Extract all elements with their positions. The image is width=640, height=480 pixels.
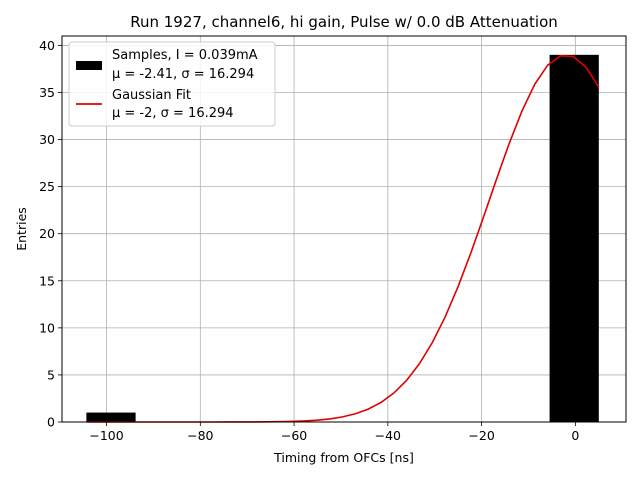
y-axis-label: Entries [14,207,29,251]
y-tick-label: 5 [47,367,55,382]
y-tick-label: 30 [39,132,55,147]
y-tick-label: 10 [39,320,55,335]
y-tick-label: 25 [39,179,55,194]
x-tick-label: 0 [571,428,579,443]
plot-frame [61,35,627,423]
histogram-bar [86,412,136,422]
x-tick-label: −20 [468,428,494,443]
y-tick-label: 0 [47,415,55,430]
legend-bars-line2: μ = -2.41, σ = 16.294 [112,67,254,82]
y-tick-label: 20 [39,226,55,241]
legend-box [68,41,276,127]
legend-bar-swatch [76,61,102,70]
bars [86,54,599,422]
legend-fit-line1: Gaussian Fit [112,88,191,103]
y-tick-label: 35 [39,85,55,100]
x-tick-label: −80 [187,428,213,443]
legend-fit-line2: μ = -2, σ = 16.294 [112,106,234,121]
legend: Samples, I = 0.039mA μ = -2.41, σ = 16.2… [68,41,276,127]
x-ticks: −100 −80 −60 −40 −20 0 [89,422,579,443]
x-tick-label: −60 [281,428,307,443]
y-ticks: 0 5 10 15 20 25 30 35 40 [39,38,62,430]
legend-bars-line1: Samples, I = 0.039mA [112,48,258,63]
x-tick-label: −40 [375,428,401,443]
chart-title: Run 1927, channel6, hi gain, Pulse w/ 0.… [130,13,558,31]
x-axis-label: Timing from OFCs [ns] [273,450,414,465]
y-tick-label: 40 [39,38,55,53]
y-tick-label: 15 [39,273,55,288]
histogram-bar [549,54,599,422]
x-tick-label: −100 [89,428,123,443]
